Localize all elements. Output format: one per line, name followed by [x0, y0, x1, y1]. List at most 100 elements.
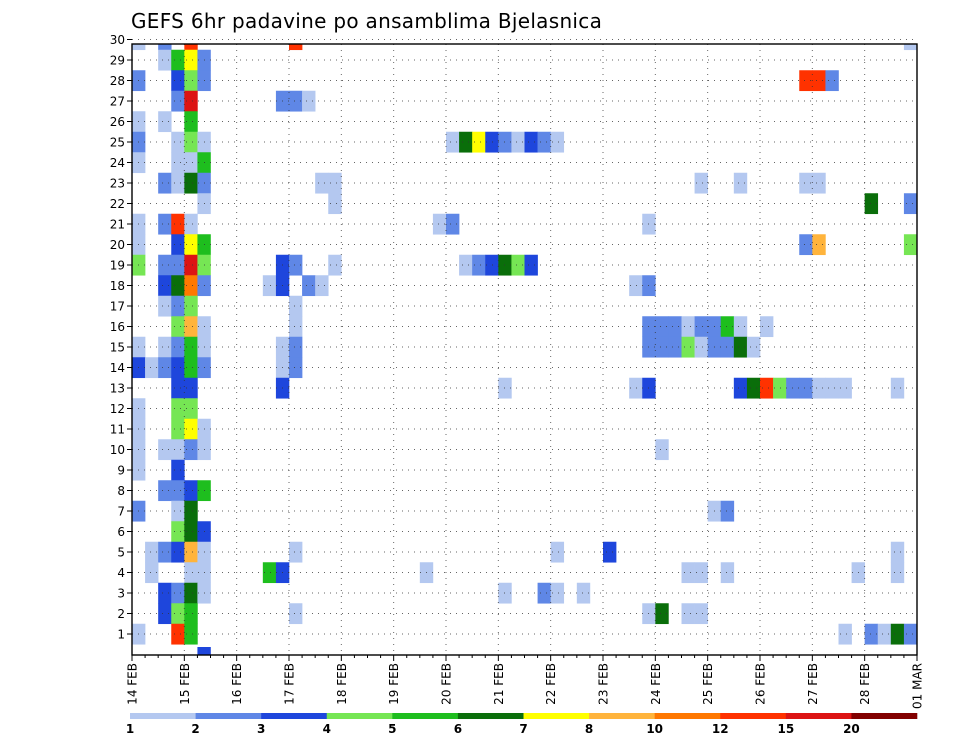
heatmap-cell — [328, 193, 342, 215]
x-tick-label: 15 FEB — [178, 663, 192, 705]
colorbar-swatch — [654, 713, 721, 719]
heatmap-cell — [432, 213, 447, 235]
heatmap-cell — [446, 213, 460, 235]
heatmap-cell — [459, 254, 473, 276]
heatmap-cell — [171, 295, 185, 317]
y-tick-label: 3 — [117, 587, 125, 601]
heatmap-cell — [184, 439, 198, 461]
y-tick-label: 15 — [110, 341, 125, 355]
heatmap-cell — [694, 316, 708, 338]
heatmap-cell — [825, 377, 839, 399]
heatmap-cell — [184, 377, 198, 399]
y-tick-label: 4 — [117, 566, 125, 580]
colorbar-swatch — [326, 713, 393, 719]
heatmap-cell — [171, 70, 185, 92]
x-axis-ticks: 14 FEB 15 FEB 16 FEB 17 FEB 18 FEB 19 FEB 20 F… — [126, 655, 925, 709]
heatmap-cell — [576, 582, 591, 604]
heatmap-cell — [446, 131, 460, 153]
heatmap-cell — [655, 316, 669, 338]
colorbar-label: 3 — [257, 722, 265, 736]
heatmap-cell — [799, 70, 813, 92]
x-tick-label: 22 FEB — [544, 663, 558, 705]
colorbar-swatch — [523, 713, 590, 719]
colorbar-label: 1 — [126, 722, 134, 736]
heatmap-cell — [629, 377, 643, 399]
heatmap-cell — [132, 44, 146, 51]
heatmap-cell — [171, 213, 185, 235]
heatmap-cell — [799, 234, 813, 256]
colorbar-label: 10 — [646, 722, 663, 736]
heatmap-cell — [472, 131, 486, 153]
y-tick-label: 9 — [117, 464, 125, 478]
heatmap-cell — [262, 275, 277, 297]
heatmap-cell — [171, 234, 185, 256]
heatmap-cell — [184, 336, 198, 358]
x-tick-label: 01 MAR — [911, 663, 925, 709]
y-tick-label: 10 — [110, 443, 125, 457]
heatmap-cell — [289, 44, 303, 51]
heatmap-cell — [838, 377, 852, 399]
heatmap-cell — [145, 541, 159, 563]
colorbar-label: 5 — [388, 722, 396, 736]
colorbar-label: 8 — [585, 722, 593, 736]
heatmap-cell — [171, 500, 185, 522]
heatmap-cell — [184, 275, 198, 297]
heatmap-cell — [720, 500, 735, 522]
heatmap-cell — [184, 44, 198, 51]
y-tick-label: 6 — [117, 525, 125, 539]
heatmap-cell — [158, 603, 172, 625]
heatmap-cell — [485, 254, 499, 276]
colorbar-swatch — [851, 713, 918, 719]
heatmap-cell — [184, 357, 198, 379]
heatmap-cell — [864, 193, 879, 215]
colorbar-swatch — [392, 713, 459, 719]
y-tick-label: 17 — [110, 300, 125, 314]
heatmap-cell — [890, 377, 905, 399]
heatmap-cell — [485, 131, 499, 153]
y-tick-label: 11 — [110, 423, 125, 437]
heatmap-cell — [498, 131, 512, 153]
heatmap-cell — [158, 172, 172, 194]
heatmap-cell — [733, 336, 748, 358]
y-tick-label: 8 — [117, 484, 125, 498]
heatmap-cell — [158, 357, 172, 379]
heatmap-cell — [289, 541, 303, 563]
heatmap-cell — [903, 44, 918, 51]
heatmap-cell — [184, 213, 198, 235]
heatmap-cell — [328, 172, 342, 194]
colorbar-label: 4 — [323, 722, 331, 736]
heatmap-cell — [184, 500, 198, 522]
heatmap-cell — [171, 480, 185, 502]
heatmap-cell — [524, 254, 538, 276]
x-tick-label: 21 FEB — [492, 663, 506, 705]
heatmap-cell — [668, 336, 682, 358]
heatmap-cell — [184, 111, 198, 133]
colorbar-swatch — [130, 713, 196, 719]
heatmap-cell — [184, 70, 198, 92]
heatmap-cell — [289, 316, 303, 338]
heatmap-cell — [289, 90, 303, 112]
colorbar-swatch — [261, 713, 328, 719]
heatmap-cell — [537, 582, 551, 604]
heatmap-cell — [838, 623, 852, 645]
heatmap-cell — [877, 623, 892, 645]
heatmap-cell — [158, 254, 172, 276]
heatmap-cell — [158, 49, 172, 71]
x-tick-label: 26 FEB — [754, 663, 768, 705]
heatmap-cell — [903, 623, 918, 645]
heatmap-cell — [158, 275, 172, 297]
heatmap-cell — [733, 172, 748, 194]
heatmap-cell — [537, 131, 551, 153]
y-tick-label: 13 — [110, 382, 125, 396]
heatmap-cell — [498, 254, 512, 276]
heatmap-cell — [184, 603, 198, 625]
grid-lines — [132, 39, 918, 655]
y-tick-label: 27 — [110, 95, 125, 109]
y-tick-label: 29 — [110, 54, 125, 68]
colorbar-swatch — [720, 713, 787, 719]
chart-title: GEFS 6hr padavine po ansamblima Bjelasni… — [131, 9, 602, 33]
x-tick-label: 23 FEB — [597, 663, 611, 705]
heatmap-cell — [655, 336, 669, 358]
heatmap-cell — [145, 562, 159, 584]
